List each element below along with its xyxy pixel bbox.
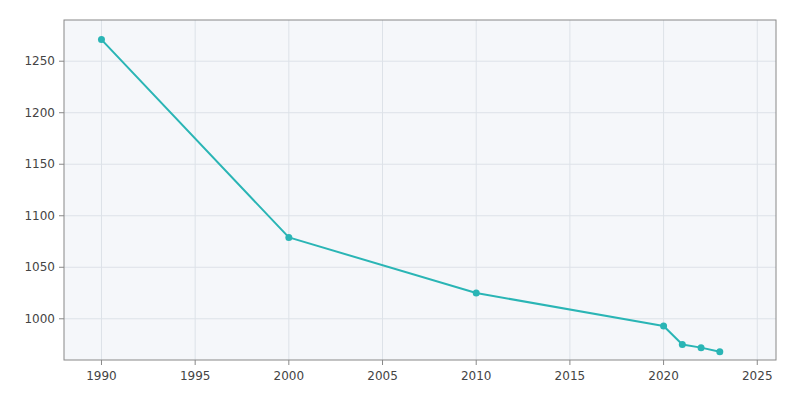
point (679, 341, 686, 348)
y-tick (59, 61, 64, 62)
x-tick (382, 360, 383, 365)
y-grid-line (64, 318, 776, 319)
point (98, 36, 105, 43)
y-tick (59, 267, 64, 268)
line (101, 40, 719, 352)
point (716, 348, 723, 355)
page: {"chart_data": {"type": "line", "x": [19… (0, 0, 800, 400)
y-grid-line (64, 164, 776, 165)
chart-container: 1990 1995 2000 2005 2010 2015 2020 2025 1000 1050… (0, 0, 800, 400)
x-tick (101, 360, 102, 365)
point (285, 234, 292, 241)
y-grid-line (64, 61, 776, 62)
y-tick-label: 1200 (24, 106, 55, 120)
point (660, 323, 667, 330)
x-grid-line (288, 20, 289, 360)
y-grid-line (64, 267, 776, 268)
y-tick (59, 112, 64, 113)
y-tick (59, 215, 64, 216)
y-tick-label: 1150 (24, 157, 55, 171)
chart: 1990 1995 2000 2005 2010 2015 2020 2025 1000 1050… (0, 0, 800, 400)
y-tick-label: 1100 (24, 209, 55, 223)
x-tick-label: 2005 (367, 369, 398, 383)
point (473, 290, 480, 297)
x-tick (288, 360, 289, 365)
x-grid-line (663, 20, 664, 360)
y-tick-label: 1050 (24, 260, 55, 274)
grid (59, 20, 776, 365)
x-grid-line (382, 20, 383, 360)
x-grid-line (195, 20, 196, 360)
x-tick-label: 2000 (274, 369, 305, 383)
x-tick (757, 360, 758, 365)
x-tick-label: 2015 (555, 369, 586, 383)
x-tick-label: 1990 (86, 369, 117, 383)
x-grid-line (476, 20, 477, 360)
plot-background (64, 20, 776, 360)
x-grid-line (101, 20, 102, 360)
y-tick (59, 318, 64, 319)
x-tick (195, 360, 196, 365)
y-tick-label: 1000 (24, 312, 55, 326)
x-tick-label: 2025 (742, 369, 773, 383)
x-tick-label: 2020 (648, 369, 679, 383)
tick-labels: 1990 1995 2000 2005 2010 2015 2020 2025 1000 1050… (24, 54, 772, 383)
y-tick (59, 164, 64, 165)
series (98, 36, 723, 355)
x-tick (476, 360, 477, 365)
point (698, 344, 705, 351)
x-grid-line (757, 20, 758, 360)
x-tick (663, 360, 664, 365)
x-tick (569, 360, 570, 365)
y-tick-label: 1250 (24, 54, 55, 68)
y-grid-line (64, 215, 776, 216)
plot-frame (64, 20, 776, 360)
x-tick-label: 2010 (461, 369, 492, 383)
x-tick-label: 1995 (180, 369, 211, 383)
